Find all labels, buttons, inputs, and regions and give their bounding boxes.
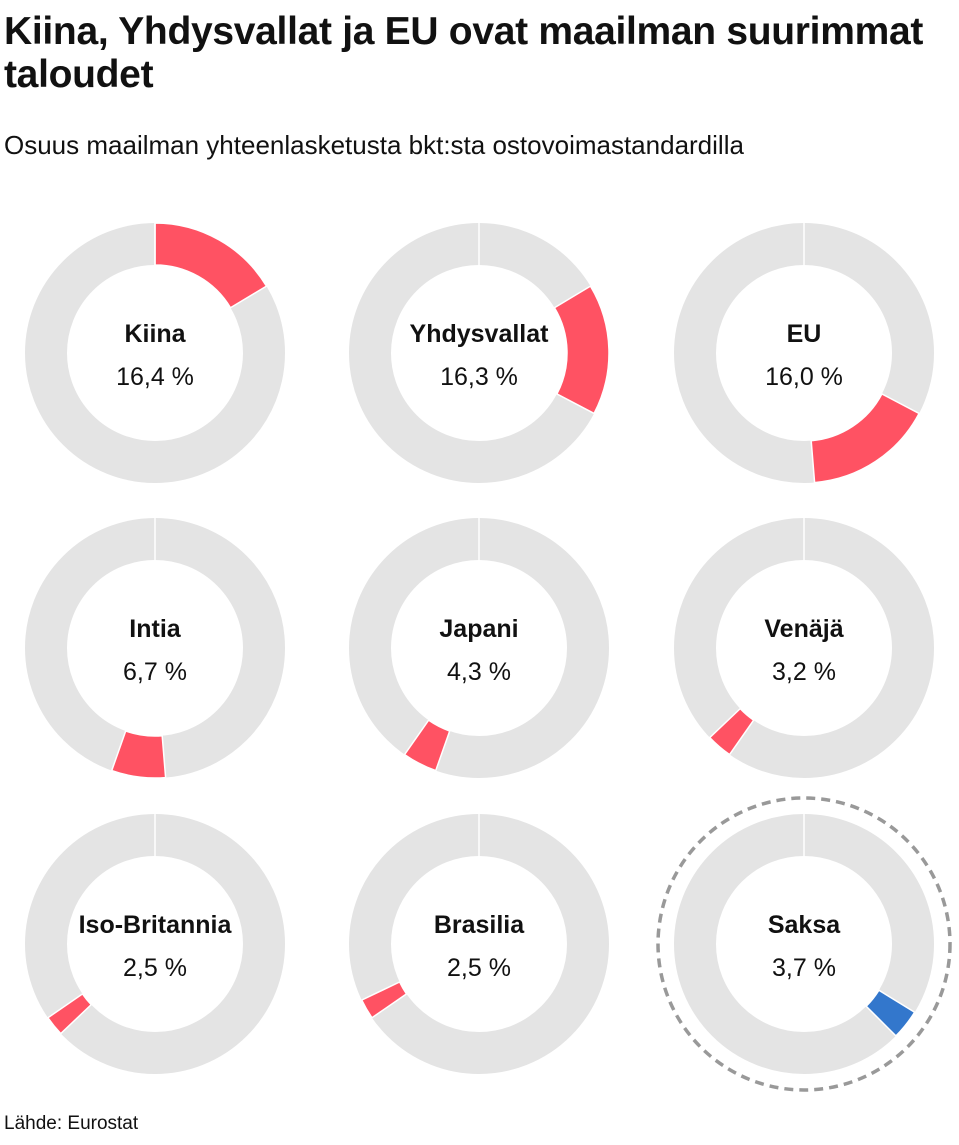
donut-venaja: Venäjä 3,2 %	[674, 517, 934, 778]
donut-intia: Intia 6,7 %	[25, 517, 285, 779]
slice-eu	[810, 392, 921, 484]
slice-iso-britannia	[46, 992, 93, 1035]
ring-track-intia	[25, 518, 285, 778]
donut-saksa: Saksa 3,7 %	[656, 796, 952, 1092]
donut-yhdysvallat: Yhdysvallat 16,3 %	[349, 222, 610, 483]
value-label-saksa: 3,7 %	[772, 954, 836, 982]
slice-kiina	[154, 222, 268, 309]
donut-kiina: Kiina 16,4 %	[25, 222, 285, 483]
source-note: Lähde: Eurostat	[4, 1113, 139, 1134]
country-label-kiina: Kiina	[124, 320, 186, 348]
slice-brasilia	[360, 980, 408, 1019]
ring-track-japani	[349, 518, 609, 778]
slice-intia	[110, 730, 167, 779]
country-label-saksa: Saksa	[768, 911, 841, 939]
donut-japani: Japani 4,3 %	[349, 517, 609, 778]
country-label-iso-britannia: Iso-Britannia	[79, 911, 233, 939]
ring-track-brasilia	[349, 814, 609, 1074]
value-label-brasilia: 2,5 %	[447, 954, 511, 982]
slice-saksa	[865, 989, 916, 1037]
country-label-brasilia: Brasilia	[434, 911, 525, 939]
ring-track-yhdysvallat	[349, 223, 609, 483]
ring-track-iso-britannia	[25, 814, 285, 1074]
slice-japani	[403, 719, 451, 772]
donut-eu: EU 16,0 %	[674, 222, 934, 484]
country-label-intia: Intia	[129, 615, 181, 643]
value-label-japani: 4,3 %	[447, 658, 511, 686]
value-label-yhdysvallat: 16,3 %	[440, 363, 518, 391]
donut-brasilia: Brasilia 2,5 %	[349, 813, 609, 1074]
highlight-ring-saksa	[656, 796, 952, 1092]
country-label-yhdysvallat: Yhdysvallat	[410, 320, 550, 348]
value-label-venaja: 3,2 %	[772, 658, 836, 686]
slice-venaja	[708, 707, 755, 756]
value-label-iso-britannia: 2,5 %	[123, 954, 187, 982]
country-label-japani: Japani	[439, 615, 518, 643]
country-label-eu: EU	[787, 320, 822, 348]
country-label-venaja: Venäjä	[764, 615, 843, 643]
chart-subtitle: Osuus maailman yhteenlasketusta bkt:sta …	[4, 130, 744, 160]
value-label-eu: 16,0 %	[765, 363, 843, 391]
donut-iso-britannia: Iso-Britannia 2,5 %	[25, 813, 285, 1074]
value-label-kiina: 16,4 %	[116, 363, 194, 391]
value-label-intia: 6,7 %	[123, 658, 187, 686]
chart-title: Kiina, Yhdysvallat ja EU ovat maailman s…	[4, 10, 924, 96]
slice-yhdysvallat	[553, 285, 610, 415]
